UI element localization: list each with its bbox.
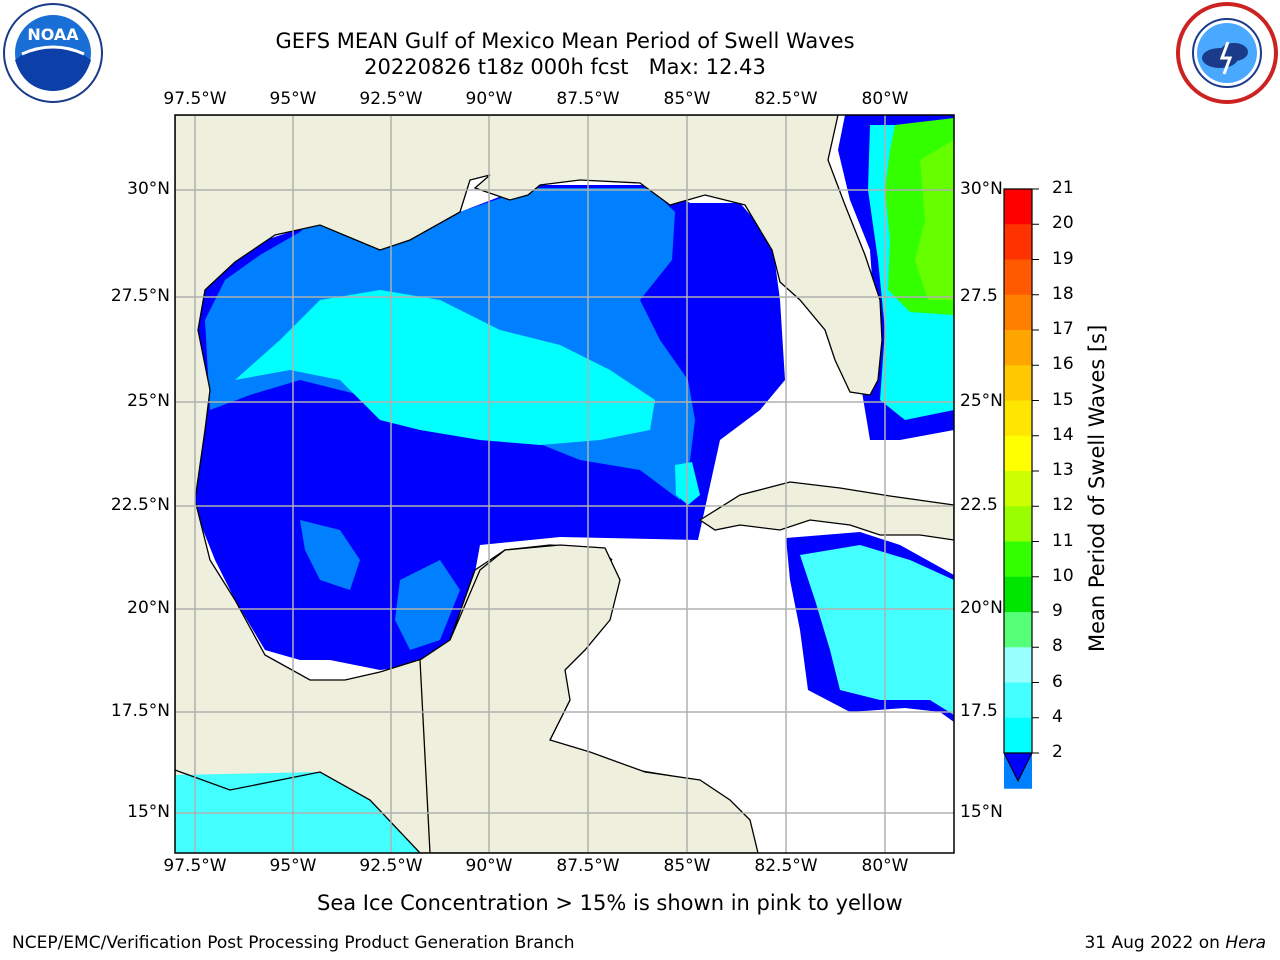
colorbar-segment xyxy=(1004,506,1032,542)
lat-label-left: 27.5°N xyxy=(110,286,170,306)
lon-label-top: 87.5°W xyxy=(556,89,620,109)
lon-label-bottom: 90°W xyxy=(465,856,513,876)
colorbar-segment xyxy=(1004,294,1032,331)
land-yucatan-gap xyxy=(570,540,760,853)
lat-label-left: 30°N xyxy=(127,179,170,199)
lat-label-right: 17.5 xyxy=(960,701,998,721)
colorbar-segment xyxy=(1004,541,1032,578)
lon-label-top: 92.5°W xyxy=(359,89,423,109)
noaa-logo-text: NOAA xyxy=(27,25,79,44)
colorbar-segment xyxy=(1004,435,1032,472)
land-yucatan-peninsula xyxy=(419,544,759,853)
colorbar-tick-label: 11 xyxy=(1052,530,1074,551)
lat-label-left: 17.5°N xyxy=(110,701,170,721)
colorbar-tick-label: 10 xyxy=(1052,565,1074,586)
colorbar-tick-label: 9 xyxy=(1052,601,1063,621)
colorbar-segment xyxy=(1004,365,1032,401)
land-cuba xyxy=(698,481,954,541)
colorbar-tick-label: 2 xyxy=(1052,742,1063,762)
lon-label-top: 80°W xyxy=(861,89,909,109)
land-pacific-coast xyxy=(175,769,421,853)
lon-label-top: 95°W xyxy=(269,89,317,109)
lat-label-left: 22.5°N xyxy=(110,495,170,515)
colorbar-tick-label: 16 xyxy=(1052,354,1074,375)
colorbar-tick-label: 8 xyxy=(1052,636,1063,657)
lat-label-left: 25°N xyxy=(127,391,170,411)
lon-label-top: 90°W xyxy=(465,89,513,109)
lon-label-bottom: 92.5°W xyxy=(359,856,423,876)
colorbar-segment xyxy=(1004,717,1032,754)
colorbar-tick-label: 4 xyxy=(1052,706,1063,727)
map-frame xyxy=(174,114,955,854)
atlantic-swell-yellowgreen xyxy=(915,140,954,300)
lon-label-top: 82.5°W xyxy=(754,89,818,109)
nws-logo-icon xyxy=(1176,2,1278,104)
colorbar-tick-label: 21 xyxy=(1052,178,1074,198)
colorbar-tick-label: 6 xyxy=(1052,671,1063,692)
lon-label-bottom: 87.5°W xyxy=(556,856,620,876)
footer-date: 31 Aug 2022 on Hera xyxy=(1084,933,1266,953)
colorbar-segment xyxy=(1004,224,1032,260)
lon-label-bottom: 82.5°W xyxy=(754,856,818,876)
colorbar-segment xyxy=(1004,682,1032,719)
caribbean-swell-pale xyxy=(800,545,954,715)
colorbar-segment xyxy=(1004,471,1032,507)
colorbar-tick-label: 13 xyxy=(1052,460,1074,480)
lon-label-top: 85°W xyxy=(663,89,711,109)
colorbar-segment xyxy=(1004,647,1032,683)
lat-label-right: 15°N xyxy=(960,802,1003,822)
noaa-logo-icon: NOAA xyxy=(3,3,103,103)
lat-label-left: 15°N xyxy=(127,802,170,822)
footer-credit: NCEP/EMC/Verification Post Processing Pr… xyxy=(12,933,575,953)
graticule xyxy=(175,115,954,853)
colorbar-tick-label: 15 xyxy=(1052,389,1074,410)
colorbar-segment xyxy=(1004,576,1032,613)
colorbar-segment xyxy=(1004,330,1032,366)
lat-label-right: 30°N xyxy=(960,179,1003,199)
lat-label-right: 20°N xyxy=(960,598,1003,618)
colorbar-segment xyxy=(1004,400,1032,437)
colorbar xyxy=(1003,188,1039,789)
footer-date-text: 31 Aug 2022 on xyxy=(1084,933,1226,953)
gulf-swell-light xyxy=(235,290,655,445)
chart-title: GEFS MEAN Gulf of Mexico Mean Period of … xyxy=(275,29,855,53)
colorbar-tick-label: 17 xyxy=(1052,319,1074,339)
gulf-swell-mid-south xyxy=(300,520,460,650)
chart-subtitle: 20220826 t18z 000h fcst Max: 12.43 xyxy=(364,55,766,79)
colorbar-segment xyxy=(1004,612,1032,648)
colorbar-tick-label: 20 xyxy=(1052,213,1074,234)
colorbar-label: Mean Period of Swell Waves [s] xyxy=(1085,324,1109,652)
colorbar-tick-label: 19 xyxy=(1052,248,1074,269)
colorbar-tick-label: 14 xyxy=(1052,424,1074,445)
lon-label-bottom: 85°W xyxy=(663,856,711,876)
lon-label-bottom: 97.5°W xyxy=(163,856,227,876)
lat-label-left: 20°N xyxy=(127,598,170,618)
lat-label-right: 22.5 xyxy=(960,495,998,515)
colorbar-tick-label: 12 xyxy=(1052,495,1074,516)
lon-label-bottom: 95°W xyxy=(269,856,317,876)
lat-label-right: 27.5 xyxy=(960,286,998,306)
lat-label-right: 25°N xyxy=(960,391,1003,411)
lon-label-top: 97.5°W xyxy=(163,89,227,109)
colorbar-segment xyxy=(1004,259,1032,296)
colorbar-segment xyxy=(1004,189,1032,225)
lon-label-bottom: 80°W xyxy=(861,856,909,876)
sea-ice-caption: Sea Ice Concentration > 15% is shown in … xyxy=(317,891,903,915)
colorbar-tick-label: 18 xyxy=(1052,283,1074,304)
footer-host: Hera xyxy=(1225,933,1266,953)
